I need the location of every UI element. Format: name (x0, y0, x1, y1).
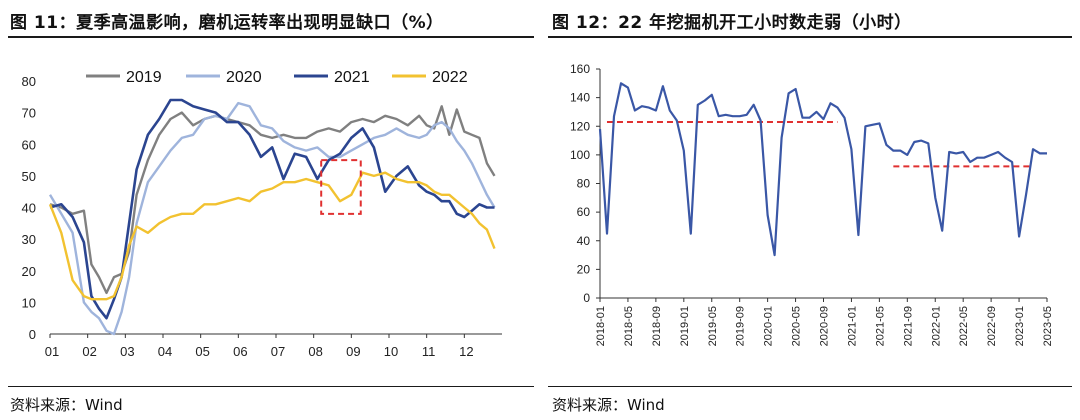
y-tick-label: 50 (22, 169, 36, 184)
y-tick-label: 120 (570, 119, 590, 133)
source-rule-left (8, 386, 534, 387)
x-tick-label: 2022-05 (958, 306, 970, 346)
x-tick-label: 03 (120, 344, 134, 359)
mill-utilization-chart: 0 10 20 30 40 50 60 70 80 01 02 03 04 05 06 07 08 09 10 11 1… (22, 69, 502, 359)
x-tick-label: 10 (384, 344, 398, 359)
x-tick-label: 05 (195, 344, 209, 359)
title-rule-right (548, 36, 1072, 38)
x-tick-label: 2023-05 (1042, 306, 1054, 346)
x-tick-label: 04 (158, 344, 172, 359)
legend-label-2022: 2022 (432, 69, 468, 86)
x-tick-label: 2018-01 (595, 306, 607, 346)
chart-title-left: 图 11：夏季高温影响，磨机运转率出现明显缺口（%） (10, 13, 444, 33)
dip-highlight-box (320, 159, 362, 215)
legend-label-2021: 2021 (334, 69, 370, 86)
y-tick-label: 80 (577, 177, 591, 191)
x-tick-label: 12 (459, 344, 473, 359)
y-tick-label: 80 (22, 74, 36, 89)
x-tick-label: 08 (308, 344, 322, 359)
y-tick-label: 0 (29, 327, 36, 342)
x-tick-label: 2023-01 (1014, 306, 1026, 346)
x-tick-label: 2019-01 (679, 306, 691, 346)
source-note-right: 资料来源：Wind (552, 396, 665, 414)
x-tick-label: 2019-05 (707, 306, 719, 346)
x-tick-label: 02 (82, 344, 96, 359)
y-tick-label: 60 (577, 205, 591, 219)
source-rule-right (548, 386, 1072, 387)
y-tick-label: 10 (22, 295, 36, 310)
x-tick-label: 06 (233, 344, 247, 359)
x-tick-label: 2018-05 (623, 306, 635, 346)
x-tick-label: 2022-01 (930, 306, 942, 346)
x-tick-label: 11 (422, 344, 436, 359)
x-tick-label: 2020-09 (819, 306, 831, 346)
title-rule-left (8, 36, 534, 38)
x-tick-label: 2021-09 (902, 306, 914, 346)
y-tick-label: 70 (22, 106, 36, 121)
x-tick-label: 2021-01 (846, 306, 858, 346)
x-tick-label: 07 (271, 344, 285, 359)
y-tick-label: 160 (570, 62, 590, 76)
x-tick-label: 2020-05 (791, 306, 803, 346)
x-tick-label: 01 (45, 344, 59, 359)
x-tick-label: 2021-05 (874, 306, 886, 346)
chart-title-right: 图 12：22 年挖掘机开工小时数走弱（小时） (552, 13, 912, 33)
y-tick-label: 20 (22, 264, 36, 279)
y-tick-label: 30 (22, 232, 36, 247)
excavator-hours-chart: 0 20 40 60 80 100 120 140 160 2018-01 2018-05 2018-… (570, 62, 1054, 346)
x-tick-label: 2022-09 (986, 306, 998, 346)
y-tick-label: 40 (22, 201, 36, 216)
x-tick-label: 09 (346, 344, 360, 359)
x-tick-label: 2018-09 (651, 306, 663, 346)
y-tick-label: 20 (577, 262, 591, 276)
y-tick-label: 0 (583, 291, 590, 305)
excavator-hours-line (598, 82, 1047, 257)
y-tick-label: 100 (570, 148, 590, 162)
source-note-left: 资料来源：Wind (10, 396, 123, 414)
x-tick-label: 2020-01 (763, 306, 775, 346)
legend-label-2020: 2020 (226, 69, 262, 86)
series-line-2022 (48, 171, 496, 301)
series-line-2020 (48, 101, 496, 336)
x-tick-label: 2019-09 (735, 306, 747, 346)
y-tick-label: 40 (577, 234, 591, 248)
y-tick-label: 60 (22, 137, 36, 152)
y-tick-label: 140 (570, 91, 590, 105)
legend-label-2019: 2019 (126, 69, 162, 86)
